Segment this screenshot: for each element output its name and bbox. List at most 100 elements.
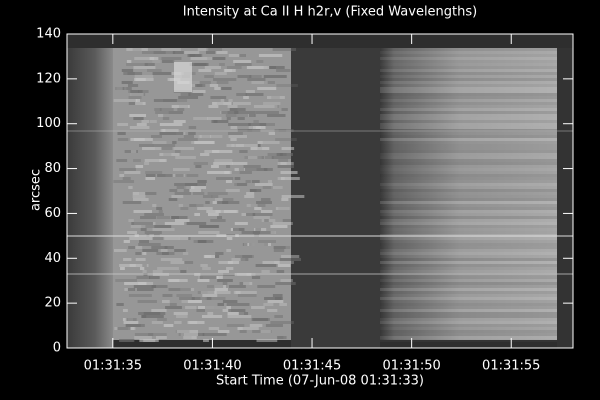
- texture: [122, 309, 128, 312]
- texture: [215, 51, 228, 54]
- texture: [224, 171, 240, 174]
- texture: [228, 135, 248, 138]
- texture: [226, 117, 231, 120]
- texture: [280, 162, 294, 165]
- texture: [239, 282, 250, 285]
- texture: [125, 324, 141, 327]
- texture: [132, 48, 142, 51]
- texture: [149, 120, 157, 123]
- texture: [174, 150, 181, 153]
- texture: [196, 183, 206, 186]
- texture: [380, 168, 557, 171]
- texture: [236, 93, 247, 96]
- texture: [217, 330, 230, 333]
- texture: [174, 219, 190, 222]
- texture: [143, 339, 156, 342]
- texture: [247, 156, 258, 159]
- texture: [380, 159, 557, 162]
- texture: [176, 186, 191, 189]
- texture: [116, 159, 128, 162]
- texture: [380, 129, 557, 132]
- texture: [179, 297, 195, 300]
- texture: [128, 294, 152, 297]
- texture: [162, 252, 169, 255]
- texture: [168, 198, 178, 201]
- texture: [135, 258, 146, 261]
- texture: [117, 138, 134, 141]
- texture: [245, 168, 268, 171]
- texture: [380, 66, 557, 69]
- texture: [163, 324, 174, 327]
- texture: [223, 210, 239, 213]
- texture: [208, 105, 219, 108]
- texture: [117, 123, 129, 126]
- texture: [221, 111, 239, 114]
- texture: [263, 168, 273, 171]
- texture: [380, 330, 557, 333]
- texture: [262, 261, 280, 264]
- texture: [380, 264, 557, 267]
- texture: [160, 258, 183, 261]
- texture: [164, 246, 174, 249]
- texture: [180, 270, 187, 273]
- texture: [212, 201, 218, 204]
- texture: [135, 246, 143, 249]
- texture: [245, 93, 264, 96]
- texture: [127, 318, 133, 321]
- texture: [215, 252, 224, 255]
- texture: [141, 225, 154, 228]
- texture: [127, 288, 136, 291]
- texture: [116, 87, 127, 90]
- texture: [117, 132, 126, 135]
- texture: [262, 186, 273, 189]
- texture: [380, 87, 557, 90]
- texture: [380, 132, 557, 135]
- texture: [152, 60, 163, 63]
- texture: [129, 237, 153, 240]
- texture: [189, 63, 209, 66]
- texture: [380, 210, 557, 213]
- texture: [270, 225, 288, 228]
- x-tick-label: 01:31:45: [283, 359, 341, 374]
- texture: [248, 126, 262, 129]
- texture: [170, 261, 185, 264]
- texture: [256, 339, 278, 342]
- texture: [151, 321, 163, 324]
- texture: [380, 78, 557, 81]
- texture: [207, 57, 212, 60]
- texture: [380, 216, 557, 219]
- texture: [237, 129, 261, 132]
- texture: [205, 51, 217, 54]
- texture: [235, 144, 258, 147]
- texture: [380, 321, 557, 324]
- texture: [197, 207, 213, 210]
- texture: [278, 207, 289, 210]
- texture: [216, 81, 229, 84]
- texture: [250, 147, 270, 150]
- texture: [231, 144, 236, 147]
- texture: [214, 159, 233, 162]
- texture: [229, 108, 246, 111]
- texture: [141, 51, 166, 54]
- texture: [380, 303, 557, 306]
- texture: [231, 258, 246, 261]
- texture: [220, 87, 232, 90]
- texture: [246, 213, 256, 216]
- texture: [380, 99, 557, 102]
- texture: [268, 132, 276, 135]
- texture: [200, 264, 208, 267]
- texture: [183, 135, 199, 138]
- texture: [380, 84, 557, 87]
- texture: [180, 288, 195, 291]
- texture: [233, 102, 251, 105]
- texture: [140, 216, 157, 219]
- texture: [380, 105, 557, 108]
- texture: [223, 69, 236, 72]
- texture: [380, 60, 557, 63]
- texture: [172, 168, 190, 171]
- texture: [281, 108, 288, 111]
- texture: [234, 168, 239, 171]
- texture: [248, 123, 267, 126]
- texture: [244, 195, 255, 198]
